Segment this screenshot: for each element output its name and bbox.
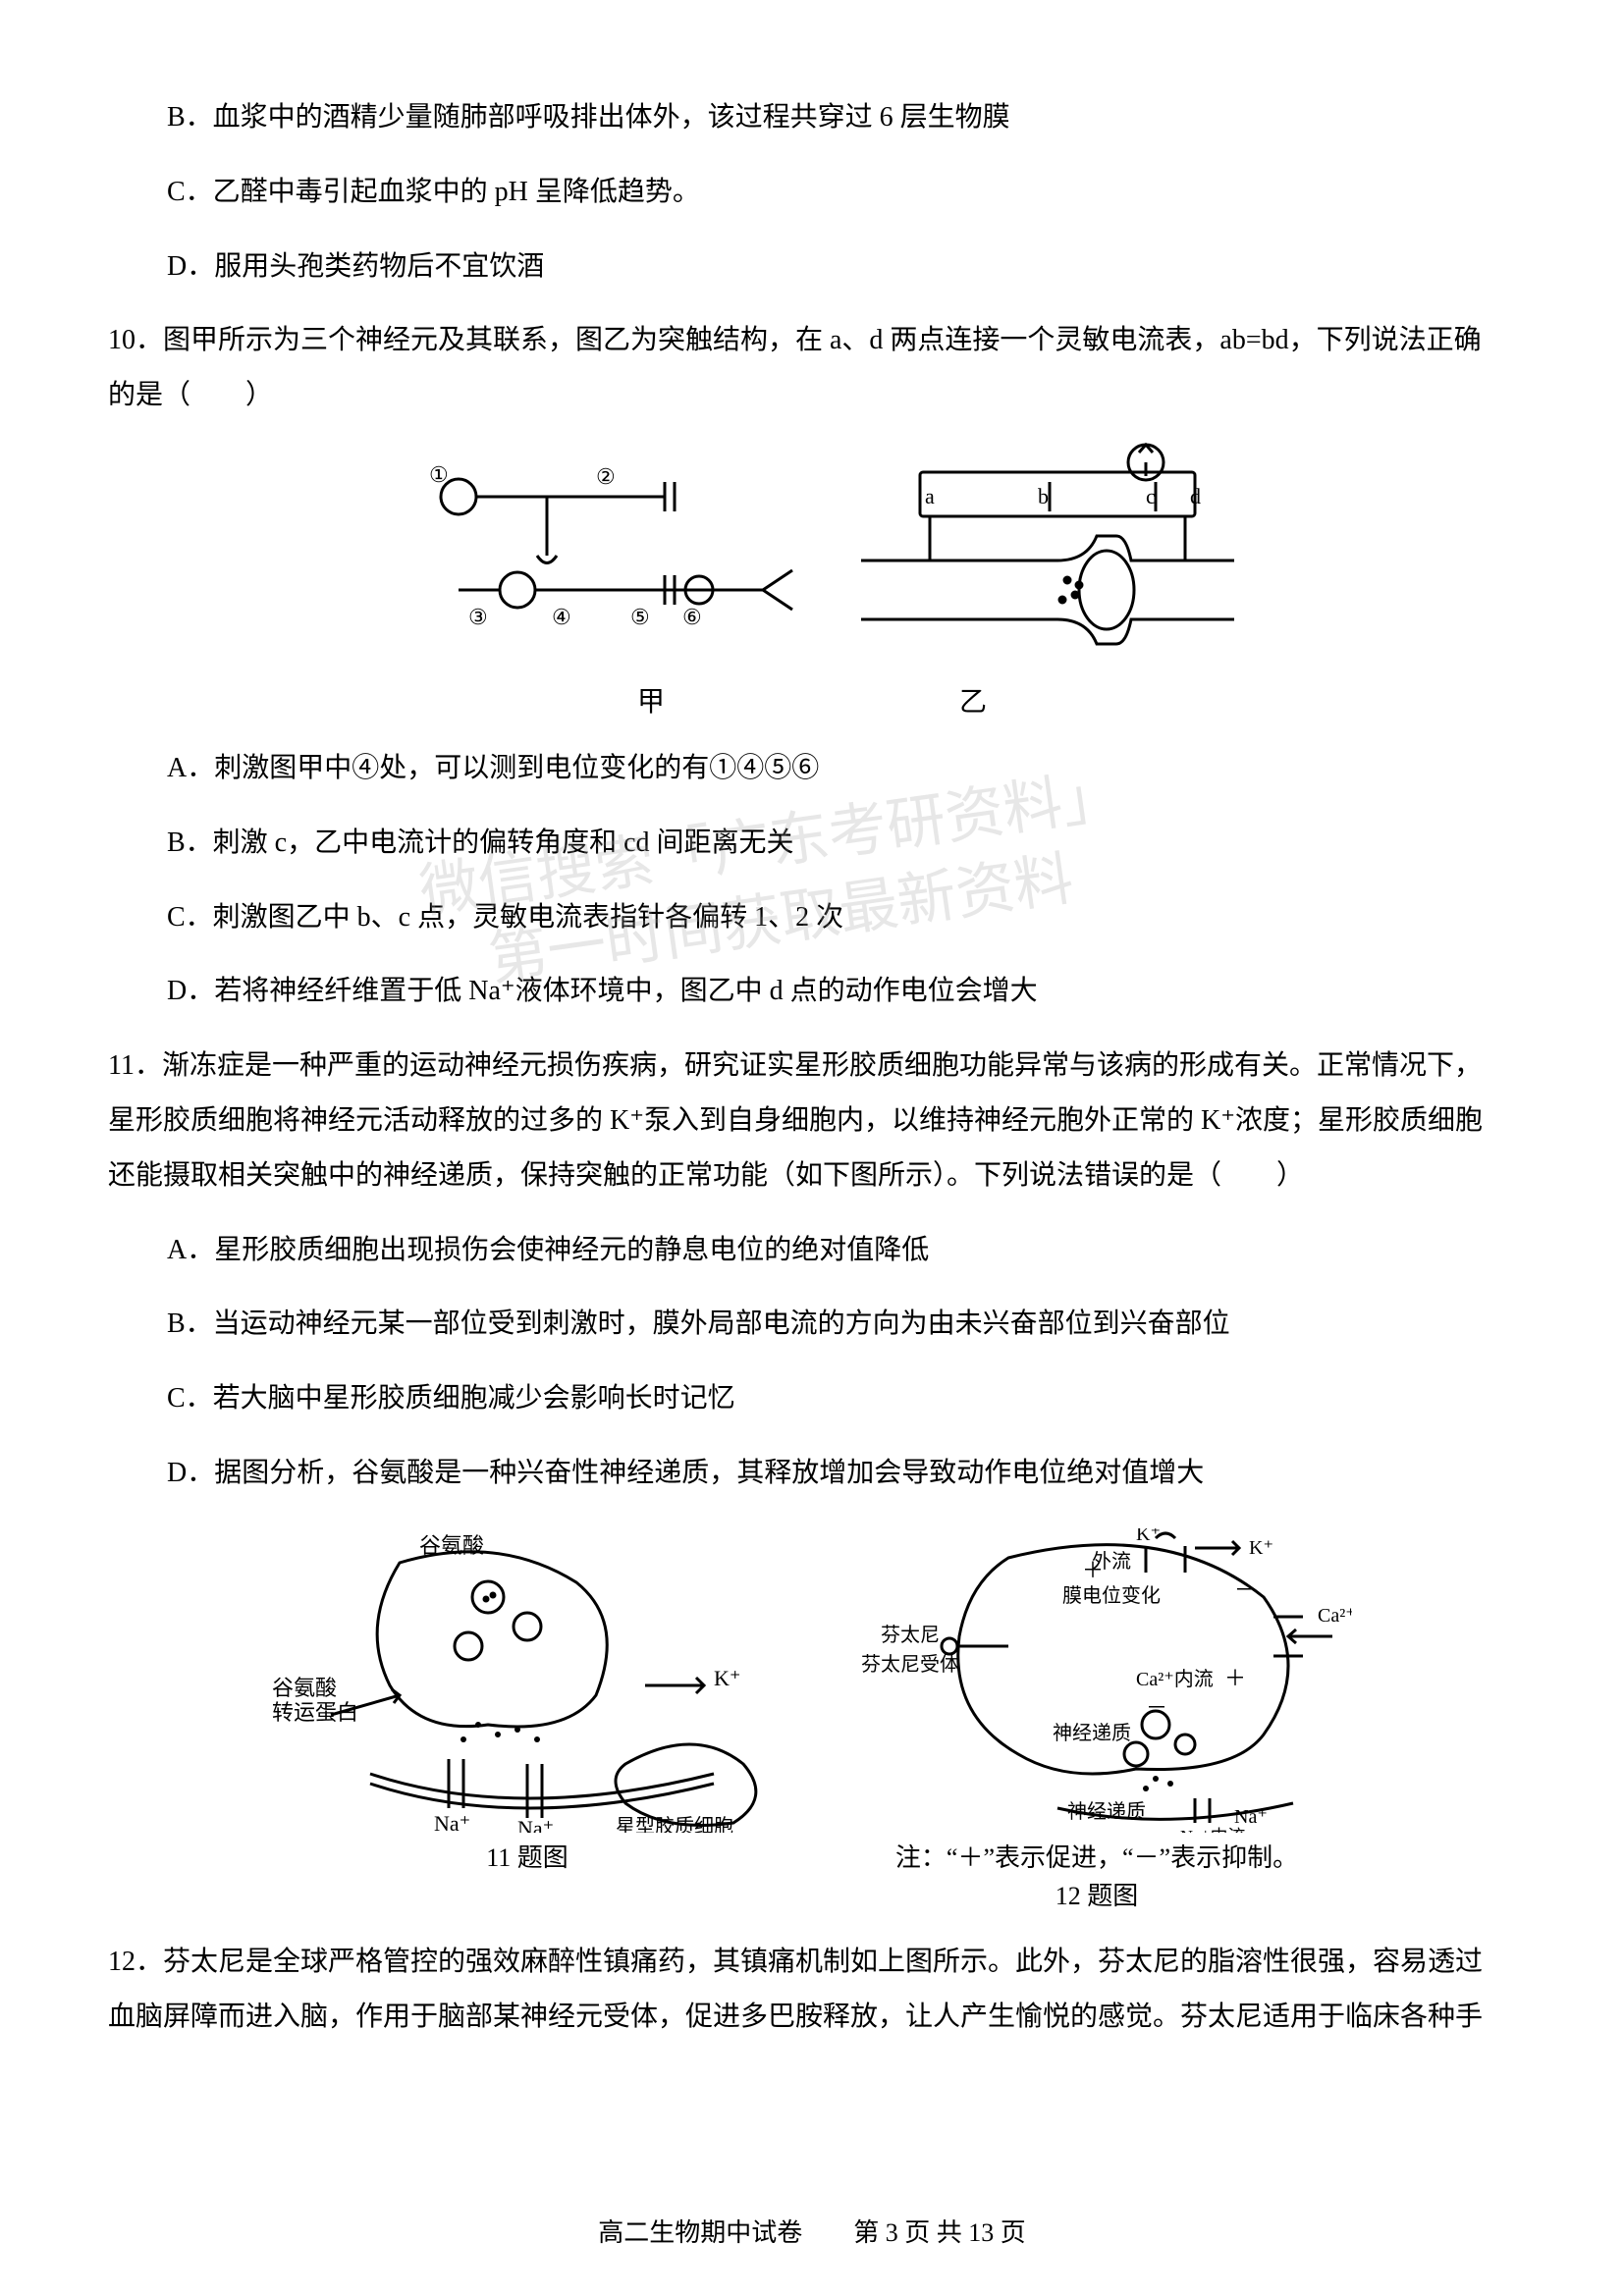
q12-lbl-nt: 神经递质	[1053, 1722, 1131, 1744]
q11-opt-b: B．当运动神经元某一部位受到刺激时，膜外局部电流的方向为由未兴奋部位到兴奋部位	[167, 1299, 1516, 1350]
svg-text:＋: ＋	[1224, 1666, 1246, 1690]
q12-lbl-recep: 芬太尼受体	[861, 1653, 959, 1676]
q12-lbl-mem: 膜电位变化	[1062, 1584, 1161, 1607]
q10-figure: ① ② ③ ④ ⑤ ⑥	[370, 443, 1254, 668]
q11-stem-3: 还能摄取相关突触中的神经递质，保持突触的正常功能（如下图所示）。下列说法错误的是…	[108, 1150, 1516, 1201]
q12-lbl-nain: Na⁺内流	[1180, 1827, 1246, 1833]
q10-label-b: b	[1038, 484, 1049, 508]
q10-label-d: d	[1190, 484, 1201, 508]
q10-opt-a: A．刺激图甲中④处，可以测到电位变化的有①④⑤⑥	[167, 743, 1516, 794]
q11-lbl-gaa: 谷氨酸	[419, 1533, 484, 1558]
svg-text:＋: ＋	[1082, 1558, 1104, 1582]
q11-stem-1: 11．渐冻症是一种严重的运动神经元损伤疾病，研究证实星形胶质细胞功能异常与该病的…	[108, 1041, 1516, 1092]
q11-figure: 谷氨酸 谷氨酸 转运蛋白 K⁺ Na⁺ Na⁺ 星型胶质细胞 11 题图	[272, 1528, 783, 1877]
q10-label-3: ③	[468, 605, 488, 629]
q10-label-a: a	[925, 484, 935, 508]
pre-opt-b: B．血浆中的酒精少量随肺部呼吸排出体外，该过程共穿过 6 层生物膜	[167, 92, 1516, 143]
q11-opt-c: C．若大脑中星形胶质细胞减少会影响长时记忆	[167, 1373, 1516, 1424]
q10-opt-b: B．刺激 c，乙中电流计的偏转角度和 cd 间距离无关	[167, 818, 1516, 869]
q10-label-2: ②	[596, 464, 616, 489]
q11-lbl-na1: Na⁺	[434, 1811, 470, 1833]
q10-opt-d: D．若将神经纤维置于低 Na⁺液体环境中，图乙中 d 点的动作电位会增大	[167, 966, 1516, 1017]
svg-text:－: －	[1234, 1577, 1256, 1602]
q11-lbl-star: 星型胶质细胞	[616, 1815, 733, 1833]
q12-lbl-k2: K⁺	[1249, 1537, 1273, 1559]
q11-stem-2: 星形胶质细胞将神经元活动释放的过多的 K⁺泵入到自身细胞内，以维持神经元胞外正常…	[108, 1095, 1516, 1147]
q11-lbl-transporter-1: 谷氨酸	[272, 1676, 337, 1700]
q11-figcap: 11 题图	[486, 1839, 568, 1877]
q11-lbl-transporter-2: 转运蛋白	[272, 1700, 358, 1725]
q12-lbl-cain: Ca²⁺内流	[1136, 1668, 1214, 1690]
q11-lbl-k: K⁺	[714, 1666, 741, 1690]
q12-stem-2: 血脑屏障而进入脑，作用于脑部某神经元受体，促进多巴胺释放，让人产生愉悦的感觉。芬…	[108, 1992, 1516, 2043]
q12-stem-1: 12．芬太尼是全球严格管控的强效麻醉性镇痛药，其镇痛机制如上图所示。此外，芬太尼…	[108, 1937, 1516, 1988]
q10-label-1: ①	[429, 462, 449, 487]
q11-opt-d: D．据图分析，谷氨酸是一种兴奋性神经递质，其释放增加会导致动作电位绝对值增大	[167, 1448, 1516, 1499]
pre-opt-c: C．乙醛中毒引起血浆中的 pH 呈降低趋势。	[167, 167, 1516, 218]
q12-figure: K⁺ 外流 K⁺ 膜电位变化 Ca²⁺ Ca²⁺内流 芬太尼 芬太尼受体 神经递…	[841, 1528, 1352, 1915]
q10-cap-left: 甲	[637, 680, 665, 720]
svg-text:－: －	[1146, 1695, 1167, 1720]
q10-stem-line2: 的是（ ）	[108, 370, 1516, 421]
q12-lbl-kplus: K⁺	[1136, 1528, 1161, 1545]
q11-opt-a: A．星形胶质细胞出现损伤会使神经元的静息电位的绝对值降低	[167, 1225, 1516, 1276]
q12-note: 注：“＋”表示促进，“－”表示抑制。	[895, 1839, 1298, 1877]
page-footer: 高二生物期中试卷 第 3 页 共 13 页	[0, 2213, 1624, 2249]
q12-lbl-ca: Ca²⁺	[1318, 1605, 1352, 1627]
q11-lbl-na2: Na⁺	[517, 1816, 554, 1833]
q10-cap-right: 乙	[959, 680, 987, 720]
q10-label-6: ⑥	[682, 605, 702, 629]
q12-lbl-fen: 芬太尼	[881, 1624, 940, 1646]
q10-label-5: ⑤	[630, 605, 650, 629]
pre-opt-d: D．服用头孢类药物后不宜饮酒	[167, 241, 1516, 293]
q12-lbl-nt2: 神经递质	[1067, 1800, 1146, 1823]
q10-opt-c: C．刺激图乙中 b、c 点，灵敏电流表指针各偏转 1、2 次	[167, 892, 1516, 943]
q12-figcap: 12 题图	[895, 1877, 1298, 1915]
q10-stem-line1: 10．图甲所示为三个神经元及其联系，图乙为突触结构，在 a、d 两点连接一个灵敏…	[108, 315, 1516, 366]
q12-lbl-na: Na⁺	[1234, 1806, 1268, 1828]
q10-label-4: ④	[552, 605, 571, 629]
